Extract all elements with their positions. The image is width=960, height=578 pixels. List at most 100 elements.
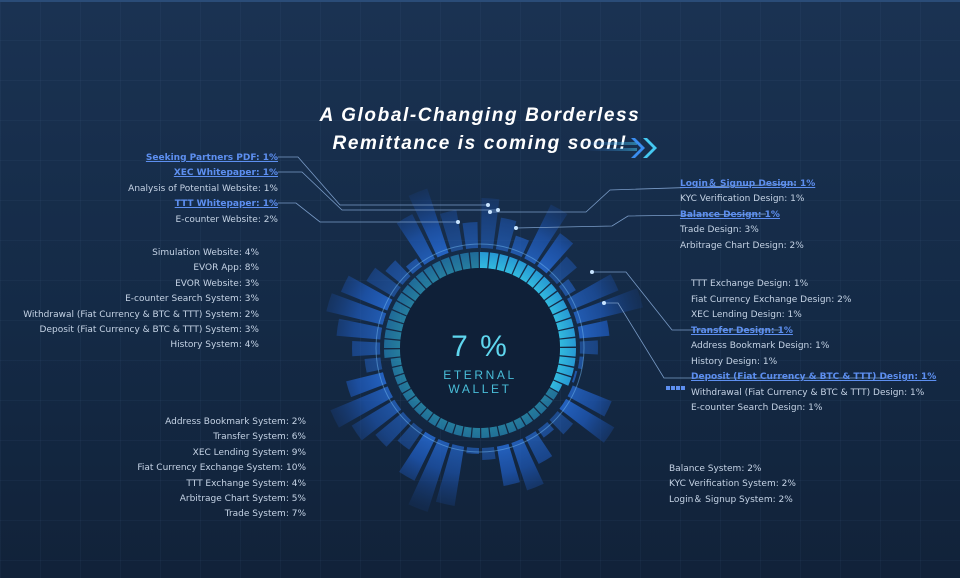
leader-dot (496, 208, 500, 212)
headline-line-2: Remittance is coming soon! (332, 133, 628, 154)
left-mid-label: History System: 4% (170, 340, 259, 351)
inner-segment (521, 412, 533, 426)
inner-segment (558, 328, 576, 339)
petal (567, 385, 612, 417)
center-percent: 7 % (451, 330, 509, 363)
inner-segment (432, 260, 447, 279)
inner-segment (440, 257, 455, 275)
right-mid-label: Address Bookmark Design: 1% (691, 341, 830, 351)
inner-segment (420, 408, 433, 421)
inner-segment (489, 426, 499, 438)
inner-segment (453, 424, 464, 437)
inner-segment (402, 389, 416, 401)
right-mid-label: E-counter Search Design: 1% (691, 403, 823, 413)
leader-dot (602, 301, 606, 305)
inner-segment (398, 381, 411, 393)
petal (571, 370, 578, 383)
inner-segment (481, 427, 490, 438)
petal (352, 340, 381, 357)
center-label: ETERNAL WALLET (443, 368, 517, 396)
right-top-label: Balance Design: 1% (680, 209, 780, 220)
petal (408, 438, 450, 512)
inner-segment (408, 277, 426, 295)
petal (525, 431, 553, 464)
leader-line (490, 183, 797, 213)
right-mid-label: Withdrawal (Fiat Currency & BTC & TTT) D… (691, 387, 925, 398)
right-bottom-label: Login＆ Signup System: 2% (669, 494, 793, 505)
inner-segment (558, 356, 576, 367)
left-bottom-label: XEC Lending System: 9% (192, 447, 306, 458)
inner-segment (384, 329, 402, 340)
leader-dot (514, 226, 518, 230)
inner-segment (540, 395, 553, 408)
top-border (0, 0, 960, 2)
inner-segment (460, 252, 471, 270)
dotted-marker-icon (666, 375, 686, 390)
inner-segment (423, 265, 439, 284)
inner-segment (390, 357, 402, 367)
petal (336, 318, 383, 340)
inner-segment (544, 291, 563, 307)
leader-line (515, 213, 767, 229)
inner-segment (539, 283, 557, 301)
petal (559, 398, 615, 443)
inner-segment (428, 413, 440, 426)
petal (549, 411, 574, 435)
inner-segment (450, 254, 463, 272)
petal (366, 267, 401, 298)
inner-segment (520, 264, 536, 283)
left-bottom-label: Address Bookmark System: 2% (165, 417, 306, 427)
inner-segment (559, 337, 576, 347)
inner-segment (534, 401, 547, 414)
inner-segment (392, 301, 411, 316)
right-mid-label: XEC Lending Design: 1% (691, 310, 802, 320)
right-top-label: Trade Design: 3% (680, 225, 759, 236)
left-mid-label: EVOR Website: 3% (175, 278, 259, 289)
petal (480, 198, 500, 249)
petal (537, 233, 574, 274)
leader-line (278, 171, 498, 211)
inner-segment (553, 308, 571, 323)
inner-segment (504, 256, 518, 275)
inner-segment (392, 365, 404, 376)
petal (346, 372, 387, 398)
right-mid-label: Fiat Currency Exchange Design: 2% (691, 294, 852, 305)
petal (408, 188, 449, 258)
inner-segment (384, 349, 401, 359)
petal (435, 444, 465, 506)
petal (340, 275, 393, 311)
inner-segment (471, 427, 480, 438)
inner-segment (496, 254, 509, 272)
petal (524, 204, 568, 265)
right-mid-label: TTT Exchange Design: 1% (691, 279, 809, 289)
inner-segment (384, 339, 401, 348)
right-top-label: Login＆ Signup Design: 1% (680, 179, 816, 189)
inner-segment (444, 421, 456, 434)
left-bottom-label: Trade System: 7% (224, 509, 306, 520)
petal (351, 399, 402, 441)
inner-segment (549, 300, 568, 315)
inner-segment (415, 271, 433, 289)
inner-segment (407, 395, 421, 409)
petal (558, 279, 576, 297)
leader-dot (488, 210, 492, 214)
petal (399, 431, 436, 481)
left-top-label: E-counter Website: 2% (175, 214, 278, 225)
left-top-label: XEC Whitepaper: 1% (173, 168, 278, 179)
inner-segment (414, 402, 427, 415)
inner-segment (386, 319, 404, 332)
left-mid-label: E-counter Search System: 3% (125, 294, 259, 305)
petal (567, 274, 619, 310)
headline-line-1: A Global-Changing Borderless (319, 105, 641, 126)
leader-line (278, 156, 488, 206)
right-top-label: KYC Verification Design: 1% (680, 194, 805, 205)
inner-segment (549, 380, 563, 392)
right-mid-label: Transfer Design: 1% (691, 325, 793, 336)
leader-dot (486, 203, 490, 207)
petal (495, 217, 517, 252)
left-bottom-label: TTT Exchange System: 4% (186, 478, 306, 489)
leader-dot (590, 270, 594, 274)
petal (577, 320, 610, 339)
left-mid-label: EVOR App: 8% (193, 263, 259, 274)
